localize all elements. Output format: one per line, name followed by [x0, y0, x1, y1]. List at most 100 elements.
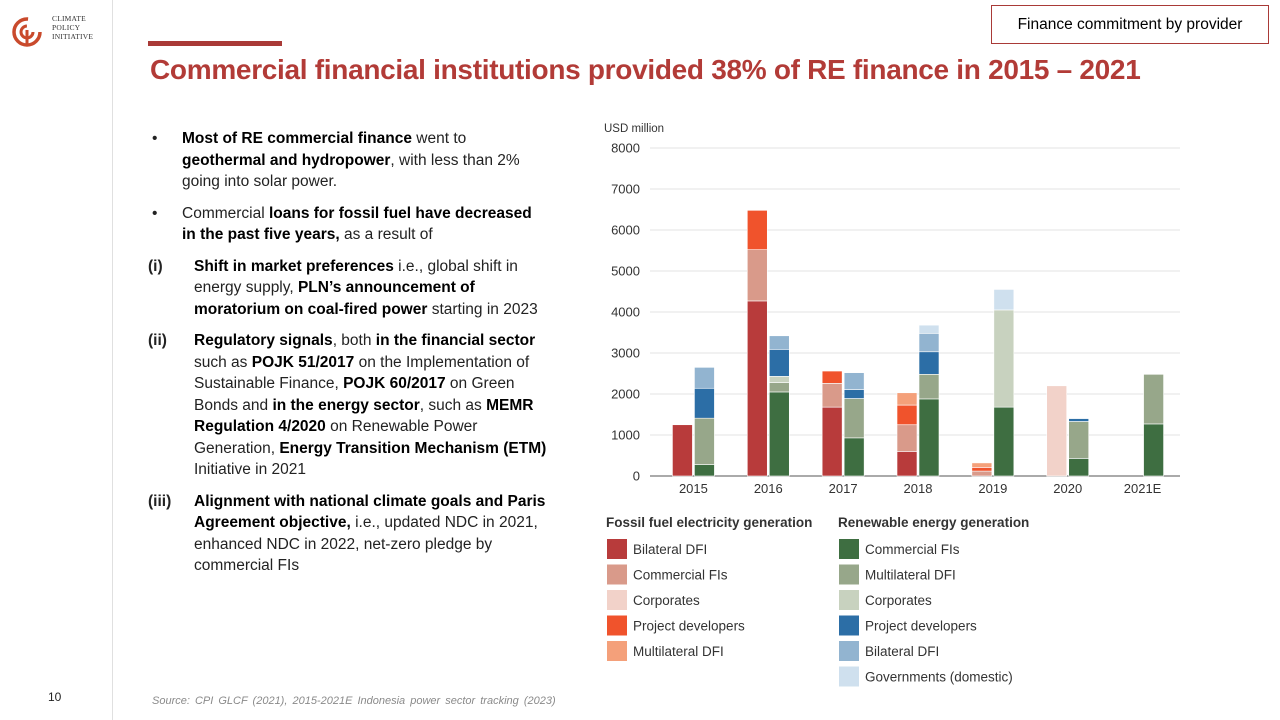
legend-swatch [839, 539, 859, 559]
logo-line-2: POLICY [52, 23, 81, 32]
list-item: (i) Shift in market preferences i.e., gl… [148, 256, 548, 321]
y-tick-label: 1000 [611, 428, 640, 443]
list-mark: (i) [148, 257, 163, 275]
fossil-bar-segment [896, 404, 918, 426]
text-run: on the Implementation of Sustainable Fin… [194, 353, 530, 393]
renewable-bar-segment [993, 406, 1015, 477]
bold-phrase: Shift in market preferences [194, 257, 394, 275]
finance-chart: USD million 0 1000 2000 3000 4000 5000 6000 7000… [580, 112, 1200, 702]
text-run: , with less than 2% going into solar pow… [182, 151, 520, 191]
bullet-mark: • [152, 130, 158, 147]
fossil-bar-segment [821, 406, 843, 477]
y-tick-label: 2000 [611, 387, 640, 402]
bold-phrase: loans for fossil fuel have decreased in … [182, 204, 532, 244]
renewable-bar-segment [1143, 423, 1164, 477]
body-text: • Most of RE commercial finance went to … [148, 128, 548, 587]
renewable-bar-segment [918, 351, 940, 375]
legend-swatch [607, 539, 627, 559]
legend-label: Bilateral DFI [633, 542, 707, 557]
section-tag: Finance commitment by provider [991, 5, 1269, 44]
legend-swatch [839, 641, 859, 661]
list-item: (ii) Regulatory signals, both in the fin… [148, 330, 548, 481]
fossil-bar-segment [971, 467, 993, 472]
legend-label: Bilateral DFI [865, 644, 939, 659]
renewable-bar-segment [918, 374, 940, 400]
x-tick-label: 2015 [679, 481, 708, 496]
title-accent-bar [148, 41, 282, 46]
renewable-bar-segment [993, 289, 1015, 311]
renewable-bar-segment [694, 367, 715, 389]
renewable-bar-segment [694, 417, 715, 465]
y-tick-label: 7000 [611, 182, 640, 197]
stacked-bar-chart: USD million 0 1000 2000 3000 4000 5000 6000 7000… [604, 123, 1180, 687]
legend-label: Commercial FIs [633, 568, 728, 583]
fossil-bar-segment [971, 470, 993, 477]
legend-swatch [839, 564, 859, 585]
bold-phrase: in the financial sector [375, 332, 536, 349]
bold-phrase: Energy Transition Mechanism (ETM) [279, 439, 547, 457]
text-run: such as [194, 353, 252, 371]
logo-line-3: INITIATIVE [52, 32, 94, 41]
legend-group-title: Renewable energy generation [838, 515, 1029, 530]
list-item: • Commercial loans for fossil fuel have … [148, 203, 548, 246]
bold-phrase: POJK 60/2017 [343, 375, 446, 392]
legend-swatch [607, 641, 627, 661]
renewable-bar-segment [768, 382, 790, 393]
fossil-bar-segment [896, 392, 918, 406]
text-run: as a result of [339, 226, 433, 243]
renewable-bar-segment [843, 372, 865, 390]
renewable-bar-segment [694, 464, 715, 477]
source-note: Source: CPI GLCF (2021), 2015-2021E Indo… [152, 695, 556, 707]
y-axis-label: USD million [604, 123, 664, 135]
bold-phrase: Regulatory signals [194, 332, 333, 349]
renewable-bar-segment [768, 349, 790, 377]
bold-phrase: geothermal and hydropower [182, 151, 391, 169]
renewable-bar-segment [918, 324, 940, 334]
bold-phrase: PLN’s announcement of moratorium on coal… [194, 279, 475, 318]
legend-label: Governments (domestic) [865, 670, 1013, 685]
text-run: on Renewable Power Generation, [194, 418, 478, 457]
fossil-bar-segment [746, 249, 768, 302]
legend-swatch [607, 615, 627, 636]
y-tick-label: 5000 [611, 264, 640, 279]
y-tick-label: 0 [633, 469, 640, 484]
fossil-bar-segment [746, 210, 768, 250]
list-item: (iii) Alignment with national climate go… [148, 491, 548, 577]
bold-phrase: Most of RE commercial finance [182, 130, 412, 147]
bullet-mark: • [152, 204, 158, 222]
renewable-bar-segment [694, 387, 715, 419]
legend-label: Multilateral DFI [865, 568, 956, 583]
x-tick-label: 2019 [978, 481, 1007, 496]
x-tick-label: 2021E [1124, 481, 1162, 496]
list-mark: (iii) [148, 492, 172, 510]
fossil-bar-segment [672, 424, 693, 477]
text-run: Initiative in 2021 [194, 461, 307, 478]
x-tick-label: 2017 [829, 481, 858, 496]
legend-group-title: Fossil fuel electricity generation [606, 515, 812, 530]
text-run: starting in 2023 [427, 300, 538, 318]
y-tick-label: 3000 [611, 346, 640, 361]
bold-phrase: MEMR Regulation 4/2020 [194, 396, 534, 436]
renewable-bar-segment [1143, 374, 1164, 425]
legend-swatch [607, 564, 627, 585]
x-tick-label: 2016 [754, 481, 783, 496]
legend-swatch [607, 590, 627, 610]
bold-phrase: in the energy sector [272, 396, 420, 414]
logo-line-1: CLIMATE [52, 14, 86, 23]
cpi-logo-icon [12, 17, 42, 47]
text-run: , such as [419, 396, 487, 414]
fossil-bar-segment [1046, 385, 1068, 477]
text-run: went to [411, 130, 467, 147]
renewable-bar-segment [1068, 458, 1090, 477]
page-title: Commercial financial institutions provid… [150, 54, 1141, 85]
legend-label: Project developers [865, 619, 977, 634]
legend-swatch [839, 666, 859, 687]
text-run: i.e., global shift in energy supply, [194, 257, 518, 297]
renewable-bar-segment [1068, 418, 1090, 422]
list-mark: (ii) [148, 332, 167, 349]
renewable-bar-segment [993, 309, 1015, 408]
text-run: i.e., updated NDC in 2021, enhanced NDC … [194, 514, 538, 574]
renewable-bar-segment [768, 376, 790, 383]
page-number: 10 [48, 690, 62, 704]
text-run: Commercial [182, 204, 269, 222]
